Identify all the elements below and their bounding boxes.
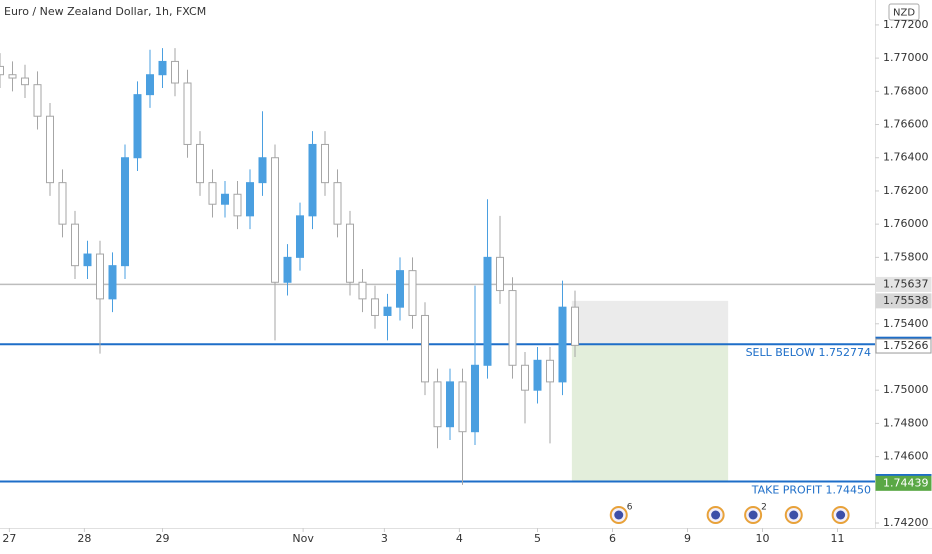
y-tick-label: 1.74200 [883, 516, 929, 529]
candle-body [146, 74, 154, 96]
candle-body [133, 94, 142, 159]
price-label: 1.74439 [883, 476, 929, 489]
event-icon-inner [836, 510, 846, 520]
y-tick-label: 1.77000 [883, 51, 929, 64]
candle-body [58, 182, 67, 225]
candle-body [83, 253, 92, 267]
candle-body [321, 143, 329, 184]
y-tick-label: 1.76000 [883, 217, 929, 230]
event-icon-inner [748, 510, 758, 520]
x-tick-label: 28 [77, 532, 91, 545]
candle-body [0, 65, 4, 76]
chart-title: Euro / New Zealand Dollar, 1h, FXCM [4, 5, 206, 18]
y-tick-label: 1.74600 [883, 450, 929, 463]
x-tick-label: 9 [684, 532, 691, 545]
price-label-box [875, 293, 932, 309]
candle-body [371, 298, 379, 316]
target-zone [571, 344, 729, 482]
currency-label: NZD [893, 8, 915, 19]
y-tick-label: 1.74800 [883, 416, 929, 429]
candle-body [296, 215, 304, 258]
price-label-box [875, 276, 932, 292]
candle-body [358, 281, 367, 300]
event-icon-inner [614, 510, 624, 520]
candle-body [21, 77, 29, 86]
candle-body [196, 143, 204, 184]
candle-body [446, 381, 454, 428]
candle-body [471, 364, 479, 433]
candle-body [183, 82, 192, 145]
candle-body [396, 270, 404, 308]
candle-body [158, 60, 167, 76]
event-icon-inner [789, 510, 799, 520]
candle-body [246, 182, 254, 217]
candle-body [121, 157, 129, 267]
candle-body [258, 157, 267, 184]
price-label: 1.75637 [883, 277, 929, 290]
candle-body [421, 314, 429, 383]
candle-body [558, 306, 567, 383]
candle-body [171, 60, 179, 84]
candle-body [333, 182, 342, 225]
candle-body [408, 270, 417, 316]
price-label: 1.75266 [883, 339, 929, 352]
candle-body [8, 74, 17, 79]
candle-body [346, 223, 354, 283]
event-icon-inner [711, 510, 721, 520]
candle-body [383, 306, 392, 316]
x-tick-label: 5 [534, 532, 541, 545]
candle-body [208, 182, 217, 205]
x-tick-label: 11 [831, 532, 845, 545]
candle-body [571, 306, 579, 346]
y-tick-label: 1.76800 [883, 84, 929, 97]
price-label: 1.75538 [883, 294, 929, 307]
y-tick-label: 1.75400 [883, 317, 929, 330]
candle-body [521, 364, 529, 391]
event-badge: 2 [761, 503, 767, 513]
candle-body [233, 193, 242, 217]
candle-body [33, 84, 42, 117]
candle-body [283, 256, 292, 283]
candle-body [108, 265, 117, 300]
y-tick-label: 1.76200 [883, 184, 929, 197]
x-tick-label: 27 [2, 532, 16, 545]
candle-body [533, 359, 542, 391]
candle-body [483, 256, 492, 366]
x-tick-label: 10 [756, 532, 770, 545]
stop-zone [571, 300, 729, 345]
event-badge: 6 [627, 503, 633, 513]
y-tick-label: 1.76400 [883, 151, 929, 164]
candle-body [496, 256, 504, 292]
candle-body [46, 115, 54, 184]
candle-body [221, 193, 229, 205]
price-label-box [875, 475, 932, 491]
x-tick-label: 4 [456, 532, 463, 545]
candle-body [546, 359, 554, 383]
y-tick-label: 1.76600 [883, 118, 929, 131]
candle-body [433, 381, 442, 428]
line-label: SELL BELOW 1.752774 [746, 346, 871, 359]
x-tick-label: 29 [156, 532, 170, 545]
y-tick-label: 1.77200 [883, 18, 929, 31]
price-label-box [875, 338, 932, 354]
x-tick-label: 6 [609, 532, 616, 545]
x-tick-label: 3 [381, 532, 388, 545]
candle-body [508, 290, 517, 366]
candle-body [308, 143, 317, 217]
currency-box [888, 3, 920, 21]
candle-body [96, 253, 104, 300]
y-tick-label: 1.75800 [883, 250, 929, 263]
candle-body [458, 381, 467, 433]
y-tick-label: 1.75000 [883, 383, 929, 396]
x-tick-label: Nov [292, 532, 314, 545]
candle-body [271, 157, 279, 283]
candle-body [71, 223, 79, 267]
line-label: TAKE PROFIT 1.74450 [751, 484, 871, 497]
